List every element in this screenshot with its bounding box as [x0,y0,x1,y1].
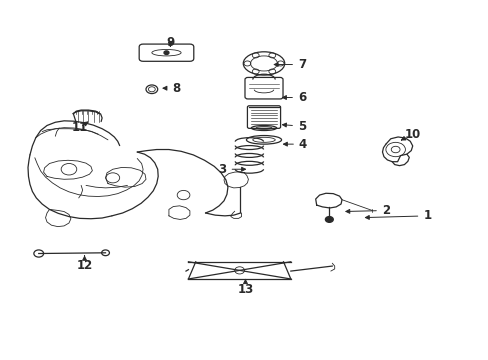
Text: 9: 9 [166,36,174,49]
Text: 7: 7 [274,58,305,71]
Text: 1: 1 [365,210,430,222]
Text: 5: 5 [282,120,305,133]
Text: 11: 11 [72,121,88,134]
Text: 10: 10 [401,127,420,141]
Circle shape [163,51,168,54]
Text: 4: 4 [283,138,306,150]
Text: 12: 12 [76,256,93,272]
Circle shape [325,217,332,222]
Text: 8: 8 [163,82,180,95]
Text: 13: 13 [237,280,253,296]
Text: 6: 6 [282,91,305,104]
Text: 2: 2 [345,204,389,217]
Text: 3: 3 [218,163,245,176]
